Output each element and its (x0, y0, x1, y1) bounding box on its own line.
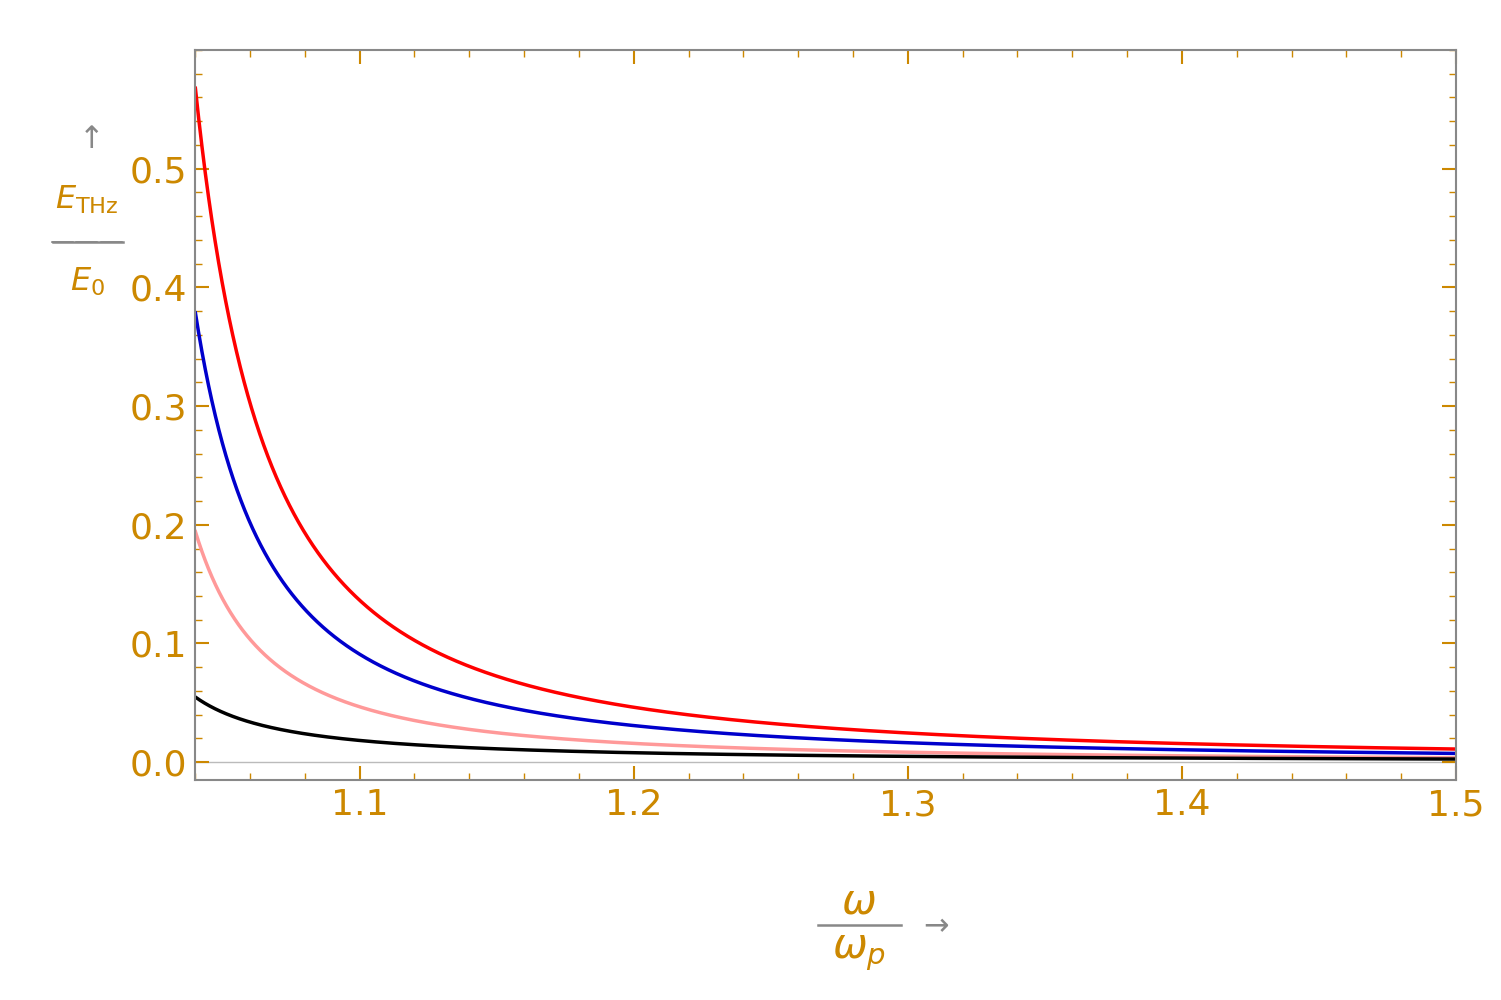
Text: $\rightarrow$: $\rightarrow$ (917, 910, 950, 940)
Text: $E_0$: $E_0$ (69, 266, 105, 298)
Text: $\uparrow$: $\uparrow$ (74, 125, 101, 154)
Text: $\omega$: $\omega$ (841, 881, 877, 923)
Text: $\omega_p$: $\omega_p$ (832, 931, 886, 973)
Text: ———: ——— (50, 230, 125, 254)
Text: $E_{\mathrm{THz}}$: $E_{\mathrm{THz}}$ (56, 184, 119, 216)
